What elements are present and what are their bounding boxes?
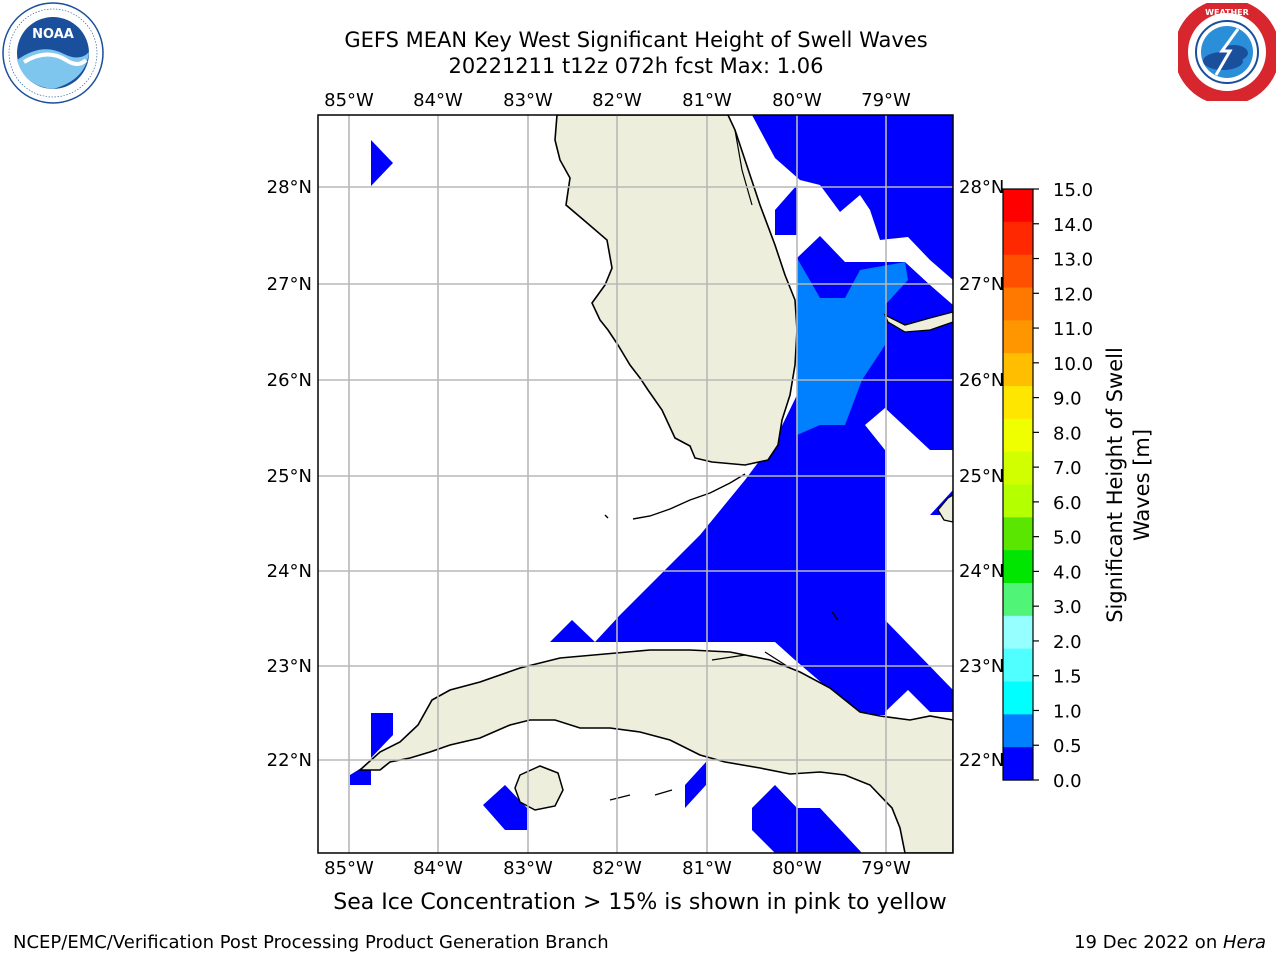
colorbar-tick-label: 12.0: [1053, 284, 1093, 305]
lon-label-top: 80°W: [772, 90, 822, 111]
chart-title: GEFS MEAN Key West Significant Height of…: [344, 28, 928, 52]
colorbar-swatch: [1003, 189, 1033, 223]
colorbar-swatch: [1003, 418, 1033, 453]
longitude-labels-top: 85°W 84°W 83°W 82°W 81°W 80°W 79°W: [324, 90, 911, 111]
colorbar-swatch: [1003, 451, 1033, 486]
lon-label-top: 79°W: [861, 90, 911, 111]
lon-label-top: 85°W: [324, 90, 374, 111]
chart-subtitle-forecast: 20221211 t12z 072h fcst Max: 1.06: [448, 54, 824, 78]
colorbar-swatch: [1003, 681, 1033, 715]
lat-label-right: 26°N: [959, 370, 1004, 391]
lat-label-left: 24°N: [267, 561, 312, 582]
lon-label-bottom: 79°W: [861, 858, 911, 879]
colorbar-swatch: [1003, 221, 1033, 256]
lat-label-right: 25°N: [959, 466, 1004, 487]
lon-label-bottom: 80°W: [772, 858, 822, 879]
lon-label-bottom: 85°W: [324, 858, 374, 879]
lon-label-top: 84°W: [413, 90, 463, 111]
swell-field-medium: [797, 258, 908, 435]
colorbar-tick-label: 9.0: [1053, 389, 1082, 410]
colorbar-tick-label: 14.0: [1053, 215, 1093, 236]
footer-host: Hera: [1222, 932, 1266, 953]
bahamas-grand-bahama: [883, 311, 953, 333]
colorbar-tick-label: 8.0: [1053, 423, 1082, 444]
graticule: [318, 115, 953, 853]
colorbar-tick-label: 0.0: [1053, 771, 1082, 792]
colorbar-tick-label: 1.5: [1053, 667, 1082, 688]
colorbar-swatch: [1003, 583, 1033, 617]
colorbar-tick-label: 1.0: [1053, 701, 1082, 722]
colorbar-label-line1: Significant Height of Swell: [1103, 347, 1127, 623]
longitude-labels-bottom: 85°W 84°W 83°W 82°W 81°W 80°W 79°W: [324, 858, 911, 879]
colorbar-tick-label: 6.0: [1053, 493, 1082, 514]
lat-label-left: 23°N: [267, 656, 312, 677]
colorbar-swatch: [1003, 353, 1033, 387]
latitude-labels-left: 28°N 27°N 26°N 25°N 24°N 23°N 22°N: [267, 177, 312, 771]
colorbar: [1002, 188, 1034, 781]
cuba-land: [357, 649, 953, 853]
colorbar-tick-label: 11.0: [1053, 319, 1093, 340]
colorbar-tick-label: 0.5: [1053, 736, 1082, 757]
lat-label-right: 27°N: [959, 274, 1004, 295]
colorbar-swatch: [1003, 254, 1033, 289]
lat-label-right: 22°N: [959, 750, 1004, 771]
svg-text:WEATHER: WEATHER: [1205, 8, 1249, 17]
colorbar-swatch: [1003, 287, 1033, 321]
lat-label-left: 25°N: [267, 466, 312, 487]
florida-keys: [604, 473, 746, 520]
lon-label-bottom: 83°W: [503, 858, 553, 879]
colorbar-swatch: [1003, 386, 1033, 420]
lon-label-top: 82°W: [592, 90, 642, 111]
lat-label-left: 22°N: [267, 750, 312, 771]
footer-date: 19 Dec 2022 on Hera: [1074, 932, 1266, 953]
lon-label-top: 83°W: [503, 90, 553, 111]
lon-label-top: 81°W: [682, 90, 732, 111]
lat-label-right: 28°N: [959, 177, 1004, 198]
colorbar-tick-label: 2.0: [1053, 632, 1082, 653]
colorbar-swatch: [1003, 615, 1033, 650]
lat-label-left: 27°N: [267, 274, 312, 295]
lon-label-bottom: 82°W: [592, 858, 642, 879]
colorbar-tick-label: 4.0: [1053, 562, 1082, 583]
lon-label-bottom: 84°W: [413, 858, 463, 879]
map-frame: [317, 114, 954, 854]
noaa-logo-icon: NOAA: [2, 2, 104, 104]
colorbar-swatch: [1003, 714, 1033, 748]
lat-label-left: 28°N: [267, 177, 312, 198]
colorbar-swatch: [1003, 747, 1033, 781]
lon-label-bottom: 81°W: [682, 858, 732, 879]
florida-land: [554, 115, 798, 466]
colorbar-tick-label: 13.0: [1053, 250, 1093, 271]
colorbar-label-line2: Waves [m]: [1130, 429, 1154, 541]
colorbar-swatch: [1003, 517, 1033, 551]
lat-label-right: 24°N: [959, 561, 1004, 582]
colorbar-tick-label: 10.0: [1053, 354, 1093, 375]
footer-branch: NCEP/EMC/Verification Post Processing Pr…: [13, 932, 609, 953]
lat-label-right: 23°N: [959, 656, 1004, 677]
sea-ice-note: Sea Ice Concentration > 15% is shown in …: [333, 890, 947, 915]
latitude-labels-right: 28°N 27°N 26°N 25°N 24°N 23°N 22°N: [959, 177, 1004, 771]
colorbar-tick-label: 3.0: [1053, 597, 1082, 618]
bahamas-andros: [937, 494, 953, 523]
colorbar-swatch: [1003, 484, 1033, 518]
isla-de-la-juventud: [514, 765, 564, 811]
colorbar-tick-label: 7.0: [1053, 458, 1082, 479]
nws-logo-icon: WEATHER: [1178, 3, 1276, 101]
colorbar-tick-labels: 15.0 14.0 13.0 12.0 11.0 10.0 9.0 8.0 7.0 6.0 5.0 4…: [1033, 180, 1093, 792]
noaa-logo-text: NOAA: [32, 27, 74, 42]
colorbar-swatch: [1003, 320, 1033, 354]
colorbar-swatch: [1003, 648, 1033, 683]
lat-label-left: 26°N: [267, 370, 312, 391]
colorbar-tick-label: 15.0: [1053, 180, 1093, 201]
colorbar-tick-label: 5.0: [1053, 528, 1082, 549]
colorbar-swatch: [1003, 550, 1033, 584]
